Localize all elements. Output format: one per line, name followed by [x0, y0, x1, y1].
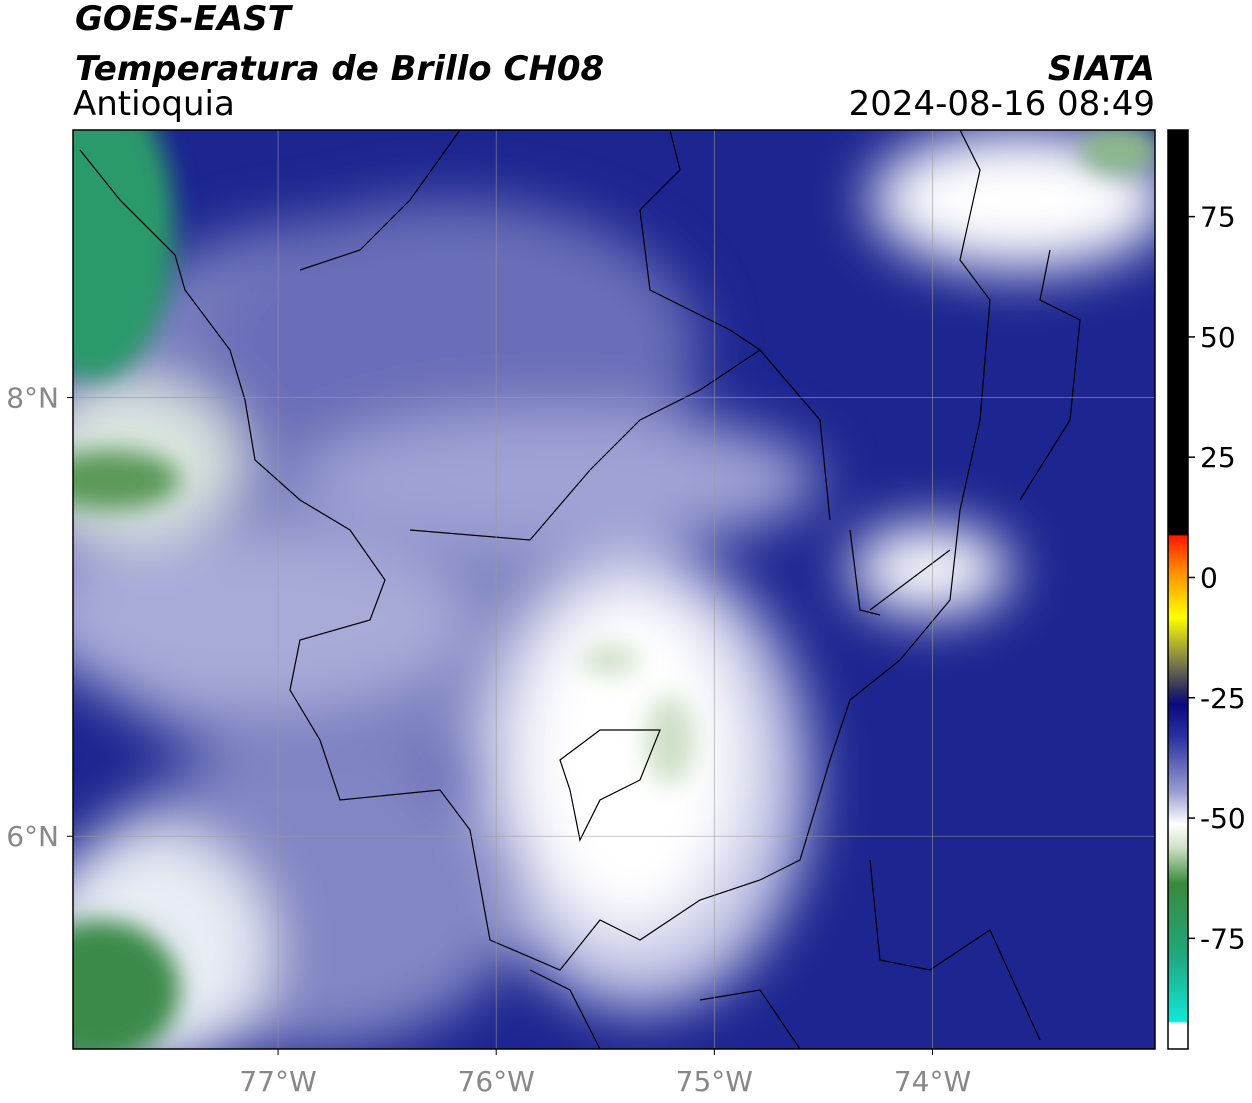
colorbar-tick-label: -50 — [1200, 802, 1246, 835]
region: Antioquia — [73, 84, 235, 124]
colorbar-tick-label: -25 — [1200, 682, 1246, 715]
y-tick-label: 6°N — [6, 820, 59, 853]
colorbar-tick-label: 50 — [1200, 321, 1236, 354]
grid — [73, 130, 1155, 1049]
colorbar-tick-label: -75 — [1200, 922, 1246, 955]
y-tick-label: 8°N — [6, 382, 59, 415]
title: GOES-EAST — [75, 0, 294, 39]
x-tick-label: 74°W — [894, 1065, 971, 1098]
source: SIATA — [1048, 49, 1155, 89]
colorbar-tick-label: 0 — [1200, 561, 1218, 594]
x-tick-label: 77°W — [239, 1065, 316, 1098]
x-tick-label: 76°W — [458, 1065, 535, 1098]
satellite-image — [73, 130, 1155, 1049]
subtitle: Temperatura de Brillo CH08 — [75, 49, 604, 89]
colorbar-tick-label: 75 — [1200, 201, 1236, 234]
x-tick-label: 75°W — [676, 1065, 753, 1098]
datetime: 2024-08-16 08:49 — [849, 84, 1155, 124]
map-frame — [72, 129, 1156, 1050]
colorbar — [1167, 129, 1189, 1050]
colorbar-tick-label: 25 — [1200, 441, 1236, 474]
